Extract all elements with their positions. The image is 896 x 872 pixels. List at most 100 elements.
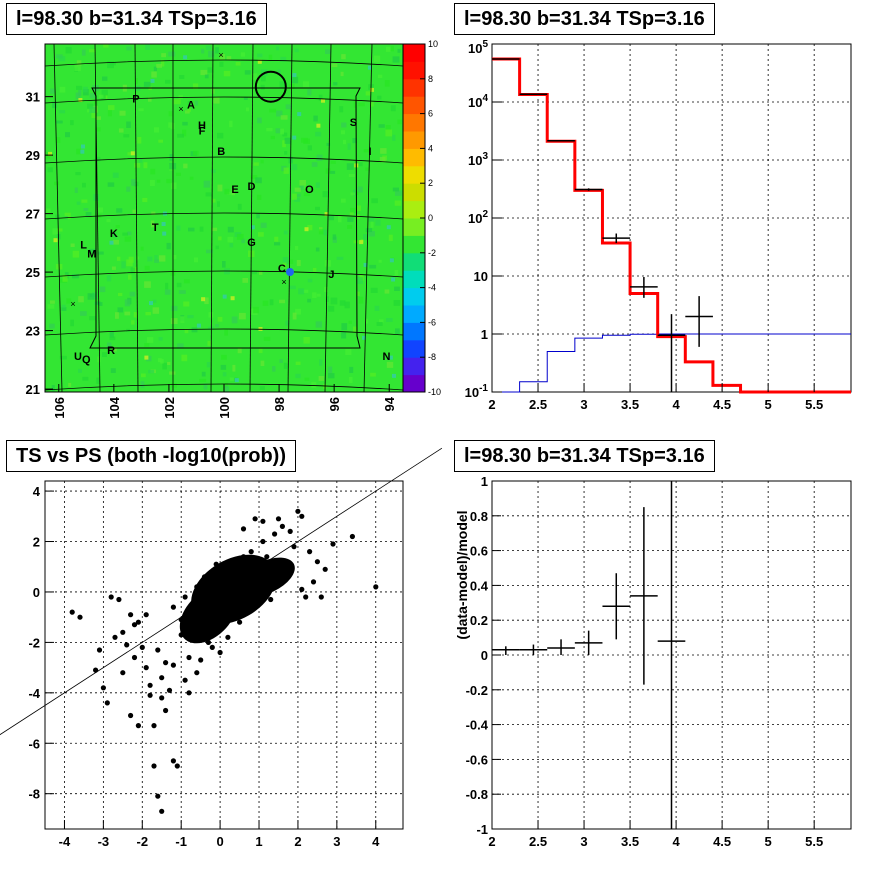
- map-pixel: [189, 176, 194, 180]
- map-pixel: [276, 110, 283, 117]
- map-pixel: [156, 64, 162, 68]
- map-pixel: [256, 194, 262, 200]
- map-pixel: [298, 288, 305, 295]
- map-pixel: [150, 220, 155, 228]
- scatter-y-tick-label: -6: [28, 736, 40, 751]
- map-y-tick-label: 31: [26, 90, 40, 105]
- map-pixel: [66, 298, 72, 304]
- map-pixel: [388, 234, 393, 242]
- map-pixel: [95, 127, 101, 132]
- source-label-U: U: [74, 351, 82, 363]
- source-label-B: B: [217, 146, 225, 158]
- scatter-point: [299, 586, 305, 593]
- map-pixel: [119, 110, 126, 116]
- scatter-point: [209, 644, 215, 651]
- colorbar-cell: [403, 270, 425, 289]
- spectrum-x-tick-label: 2.5: [529, 397, 547, 412]
- map-pixel: [284, 137, 291, 144]
- map-pixel: [302, 289, 309, 293]
- map-pixel: [81, 199, 88, 203]
- map-pixel: [229, 243, 234, 248]
- map-pixel-hot: [391, 277, 396, 282]
- map-pixel: [57, 228, 63, 232]
- colorbar-cell: [403, 148, 425, 167]
- map-pixel: [232, 364, 236, 372]
- map-pixel: [160, 358, 164, 364]
- map-pixel: [207, 340, 211, 346]
- map-pixel: [390, 45, 394, 52]
- residual-title: l=98.30 b=31.34 TSp=3.16: [454, 440, 715, 472]
- map-pixel: [102, 76, 108, 81]
- map-pixel: [101, 89, 108, 96]
- map-pixel: [52, 101, 57, 109]
- map-pixel: [357, 186, 363, 193]
- map-pixel: [143, 162, 148, 169]
- map-pixel: [102, 352, 107, 357]
- map-pixel: [82, 182, 86, 188]
- colorbar-cell: [403, 252, 425, 271]
- map-pixel: [64, 212, 71, 219]
- map-pixel: [341, 323, 348, 331]
- map-pixel: [152, 299, 157, 303]
- map-pixel: [311, 381, 317, 388]
- map-pixel: [307, 145, 312, 151]
- map-pixel: [385, 129, 393, 137]
- map-pixel: [245, 107, 250, 112]
- map-pixel: [126, 121, 131, 128]
- spectrum-x-tick-label: 3.5: [621, 397, 639, 412]
- map-pixel: [280, 115, 288, 120]
- map-pixel: [161, 53, 166, 58]
- map-pixel: [229, 120, 233, 128]
- scatter-point: [159, 695, 165, 701]
- map-pixel-hot: [367, 65, 372, 70]
- map-pixel: [322, 191, 329, 198]
- map-pixel: [208, 312, 214, 318]
- map-pixel: [145, 312, 151, 316]
- point-cloud-core: [179, 586, 238, 644]
- scatter-point: [147, 692, 153, 698]
- map-pixel: [292, 312, 297, 320]
- scatter-panel: -4 -3 -2 -1 0 1 2 3 4 -8 -6 -4 -2 0 2 4: [0, 447, 443, 849]
- map-pixel: [250, 175, 258, 180]
- map-pixel: [181, 354, 188, 362]
- source-label-Q: Q: [82, 354, 91, 366]
- colorbar-cell: [403, 235, 425, 254]
- map-pixel: [166, 178, 172, 184]
- map-pixel: [143, 81, 151, 87]
- map-pixel-hot: [250, 225, 255, 230]
- map-pixel: [70, 319, 74, 327]
- map-pixel-hot: [80, 149, 85, 154]
- scatter-point: [128, 612, 134, 618]
- map-pixel: [78, 368, 82, 373]
- scatter-point: [205, 639, 211, 646]
- map-pixel: [370, 101, 374, 107]
- map-pixel: [291, 76, 299, 84]
- scatter-point: [194, 584, 200, 590]
- map-pixel: [173, 254, 177, 260]
- map-pixel: [346, 163, 354, 170]
- map-pixel: [200, 69, 208, 76]
- scatter-point: [310, 579, 317, 585]
- map-pixel: [287, 259, 294, 264]
- map-pixel: [304, 377, 310, 381]
- source-label-H: H: [198, 120, 206, 132]
- scatter-point: [96, 647, 103, 653]
- map-pixel: [82, 86, 88, 93]
- map-pixel: [203, 180, 210, 188]
- colorbar-tick-label: -6: [428, 317, 436, 327]
- map-pixel: [54, 181, 60, 186]
- scatter-point: [163, 660, 169, 666]
- map-pixel: [145, 44, 150, 50]
- scatter-x-tick-label: 1: [255, 834, 262, 849]
- map-pixel: [303, 337, 310, 344]
- map-pixel: [70, 120, 74, 126]
- map-pixel: [111, 266, 116, 270]
- map-pixel-hot: [109, 240, 114, 245]
- map-pixel: [341, 54, 346, 60]
- scatter-point: [112, 634, 118, 640]
- map-pixel: [284, 151, 288, 155]
- map-pixel: [364, 318, 369, 324]
- map-pixel: [290, 164, 298, 171]
- scatter-point: [201, 574, 208, 580]
- map-pixel: [279, 81, 287, 88]
